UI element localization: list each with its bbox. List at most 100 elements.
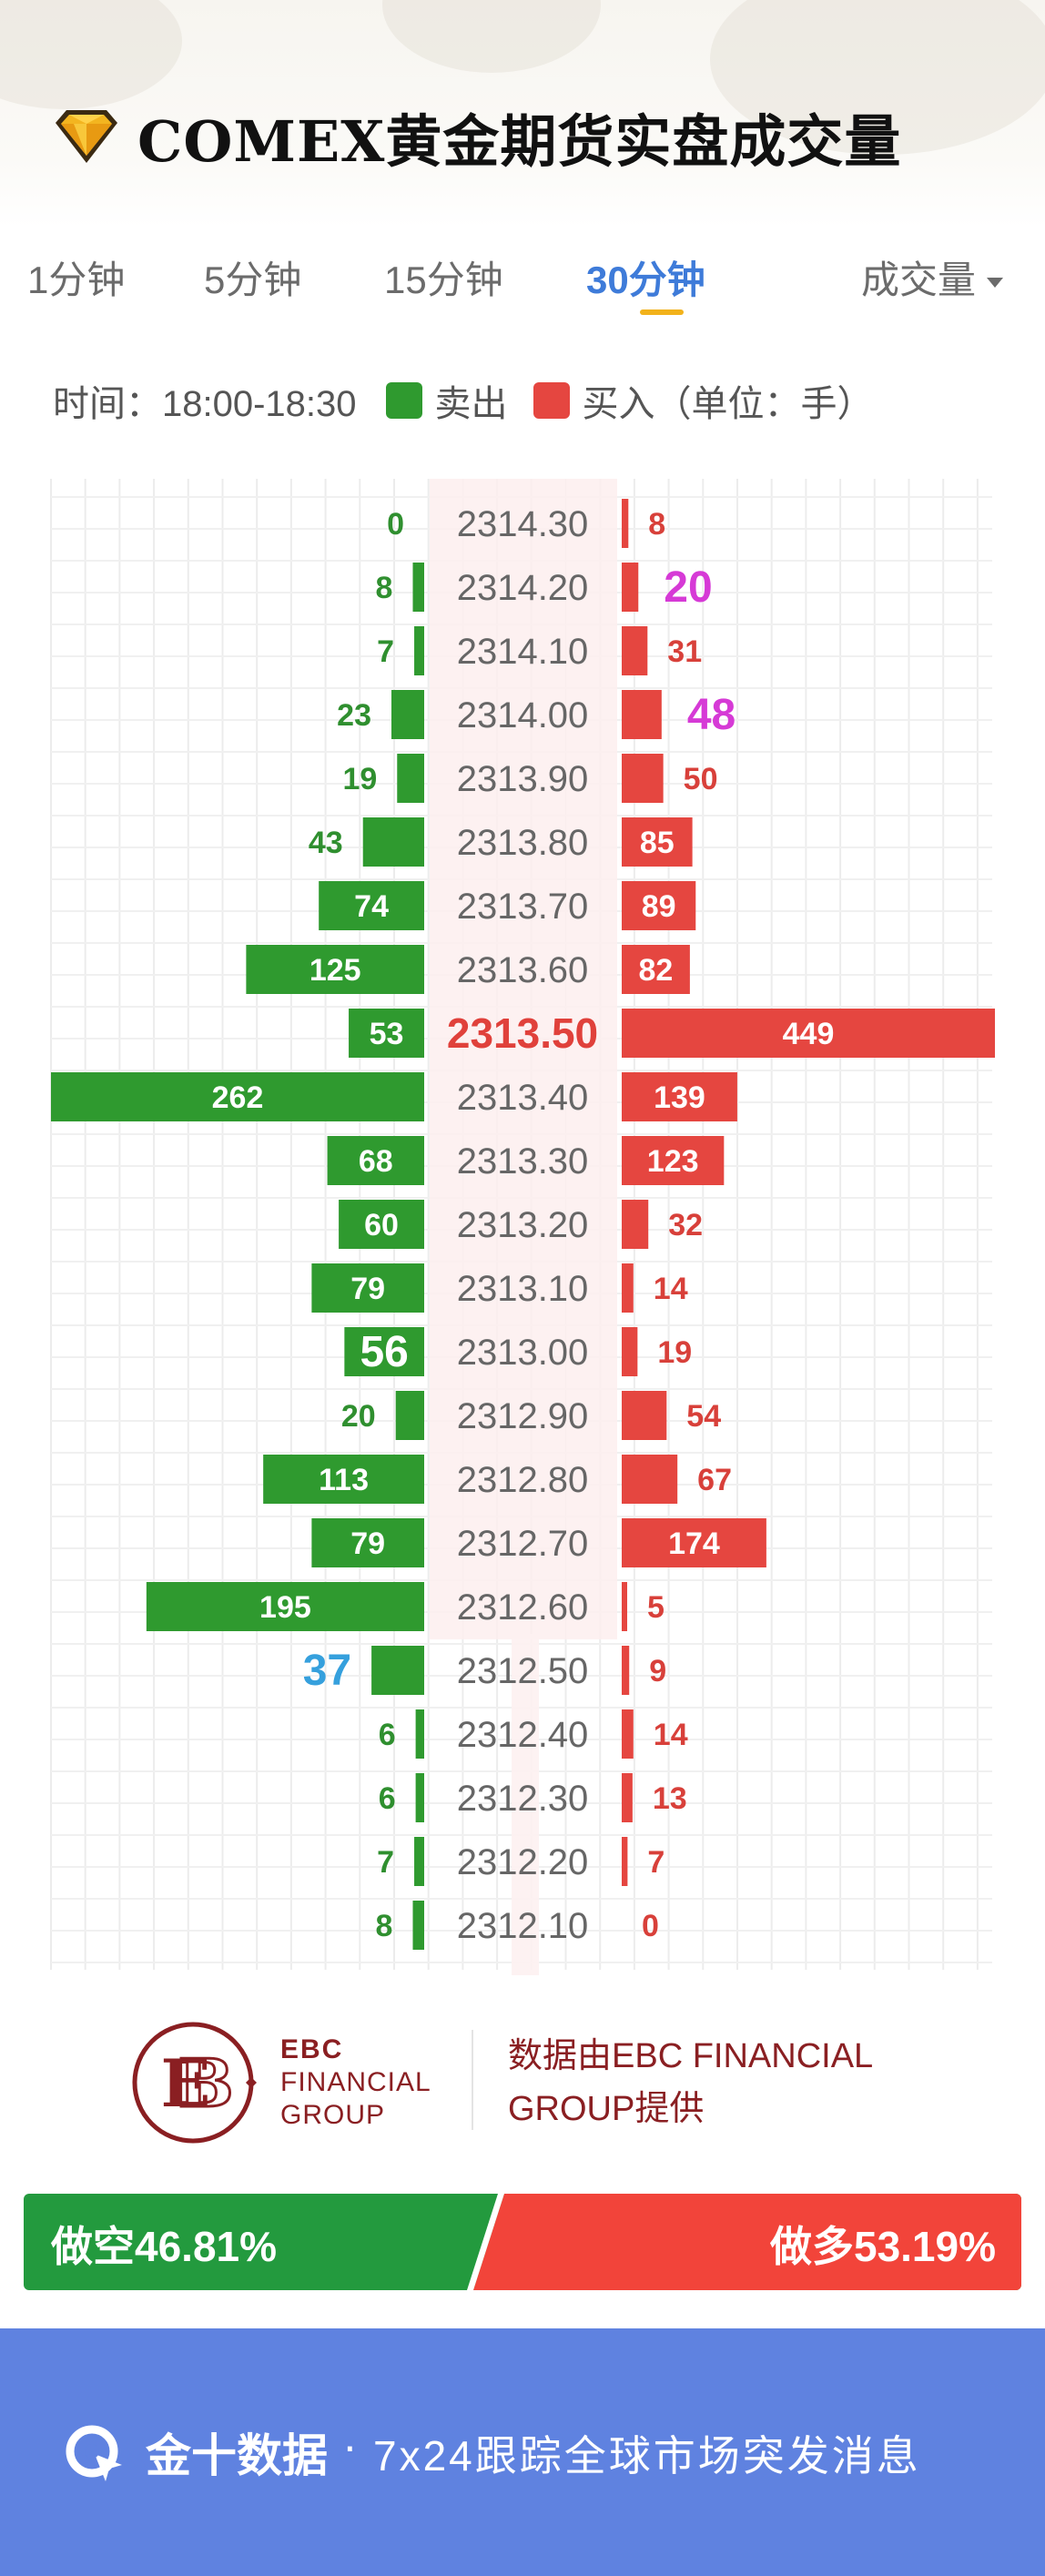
buy-value-label: 32 <box>668 1208 703 1242</box>
sell-bar <box>311 1518 424 1567</box>
buy-value-label: 123 <box>647 1144 699 1179</box>
sponsor-divider <box>472 2030 473 2130</box>
legend: 时间：18:00-18:30 卖出 买入（单位：手） <box>53 373 874 428</box>
sell-bar <box>362 817 424 867</box>
price-label: 2312.10 <box>457 1906 589 1946</box>
buy-bar <box>622 499 629 548</box>
title-row: COMEX黄金期货实盘成交量 <box>50 96 901 177</box>
sell-bar <box>146 1582 424 1631</box>
buy-value-label: 9 <box>649 1654 666 1689</box>
price-label: 2313.00 <box>457 1333 589 1373</box>
buy-bar <box>622 1391 667 1440</box>
price-label: 2312.40 <box>457 1715 589 1755</box>
sell-bar <box>412 563 424 612</box>
tab-30min[interactable]: 30分钟 <box>586 259 705 301</box>
sell-bar <box>414 1837 424 1886</box>
buy-bar <box>622 881 696 930</box>
buy-bar <box>622 1136 725 1185</box>
sell-bar <box>246 945 424 994</box>
sell-bar <box>412 1901 424 1950</box>
sell-swatch <box>385 382 422 419</box>
sell-bar <box>344 1327 424 1376</box>
sell-bar <box>415 1709 424 1759</box>
buy-bar <box>622 1263 634 1313</box>
metric-dropdown[interactable]: 成交量 <box>861 249 1004 305</box>
sell-legend-label: 卖出 <box>434 384 508 424</box>
buy-swatch <box>533 382 570 419</box>
sell-value-label: 79 <box>350 1272 385 1306</box>
long-ratio-fill <box>473 2194 1021 2290</box>
buy-value-label: 174 <box>668 1526 720 1561</box>
sell-bar <box>395 1391 424 1440</box>
buy-value-label: 20 <box>664 563 712 612</box>
buy-value-label: 54 <box>686 1399 721 1434</box>
buy-value-label: 14 <box>654 1718 688 1752</box>
price-label: 2313.20 <box>457 1205 589 1245</box>
price-column-tail <box>512 1634 539 1975</box>
world-map-decoration <box>382 0 601 73</box>
sell-value-label: 79 <box>350 1526 385 1561</box>
sell-value-label: 7 <box>377 1845 394 1880</box>
buy-value-label: 19 <box>657 1335 692 1370</box>
price-label: 2313.60 <box>457 950 589 990</box>
buy-value-label: 14 <box>654 1272 688 1306</box>
buy-value-label: 85 <box>640 826 675 860</box>
buy-bar <box>622 1200 649 1249</box>
buy-bar <box>622 1327 638 1376</box>
buy-bar <box>622 690 662 739</box>
dropdown-label: 成交量 <box>861 259 977 301</box>
price-label: 2313.80 <box>457 823 589 863</box>
buy-bar <box>622 1646 630 1695</box>
sell-bar <box>311 1263 424 1313</box>
buy-bar <box>622 945 690 994</box>
svg-text:B: B <box>178 2044 234 2122</box>
buy-value-label: 0 <box>642 1909 659 1943</box>
ebc-name-line2: FINANCIAL <box>280 2067 431 2097</box>
world-map-decoration <box>710 0 1045 155</box>
jin10-logo-icon <box>66 2425 122 2481</box>
sell-value-label: 68 <box>359 1144 393 1179</box>
buy-bar <box>622 563 639 612</box>
price-label: 2312.20 <box>457 1842 589 1882</box>
price-label: 2312.70 <box>457 1524 589 1564</box>
buy-bar <box>622 817 693 867</box>
ebc-name: EBC FINANCIAL GROUP <box>280 2033 431 2132</box>
page-title: COMEX黄金期货实盘成交量 <box>137 108 902 175</box>
buy-value-label: 67 <box>697 1463 732 1497</box>
tab-1min[interactable]: 1分钟 <box>27 259 126 301</box>
sell-value-label: 53 <box>370 1017 404 1051</box>
price-label: 2313.30 <box>457 1141 589 1182</box>
tab-5min[interactable]: 5分钟 <box>204 259 302 301</box>
volume-chart: 2314.30 0 8 2314.20 8 20 2314.10 7 31 2314.00 23 48… <box>0 473 1045 1975</box>
sell-value-label: 195 <box>259 1590 311 1625</box>
price-label: 2312.30 <box>457 1779 589 1819</box>
buy-value-label: 13 <box>653 1781 687 1816</box>
ebc-logo-icon: E B <box>132 2022 257 2144</box>
tab-15min[interactable]: 15分钟 <box>384 259 503 301</box>
buy-value-label: 8 <box>648 507 665 542</box>
sell-value-label: 74 <box>354 889 389 924</box>
sell-bar <box>339 1200 424 1249</box>
sponsor-section: E B EBC FINANCIAL GROUP 数据由EBC FINANCIAL… <box>0 2003 1045 2148</box>
footer-banner: 金十数据 · 7x24跟踪全球市场突发消息 <box>0 2328 1045 2576</box>
caret-down-icon <box>987 278 1004 289</box>
buy-value-label: 48 <box>687 691 736 739</box>
price-column-background <box>430 479 617 1639</box>
sell-bar <box>371 1646 424 1695</box>
buy-value-label: 50 <box>684 762 718 796</box>
sell-bar <box>263 1455 424 1504</box>
price-label: 2313.40 <box>457 1078 589 1118</box>
sell-value-label: 43 <box>309 826 343 860</box>
sell-value-label: 20 <box>341 1399 376 1434</box>
price-label: 2312.80 <box>457 1460 589 1500</box>
buy-value-label: 31 <box>667 634 702 669</box>
header: COMEX黄金期货实盘成交量 <box>0 0 1045 228</box>
buy-value-label: 139 <box>654 1080 705 1115</box>
buy-value-label: 89 <box>642 889 676 924</box>
price-label: 2314.10 <box>457 632 589 672</box>
buy-value-label: 449 <box>783 1017 835 1051</box>
buy-value-label: 5 <box>647 1590 665 1625</box>
price-label: 2313.10 <box>457 1269 589 1309</box>
sell-value-label: 7 <box>377 634 394 669</box>
